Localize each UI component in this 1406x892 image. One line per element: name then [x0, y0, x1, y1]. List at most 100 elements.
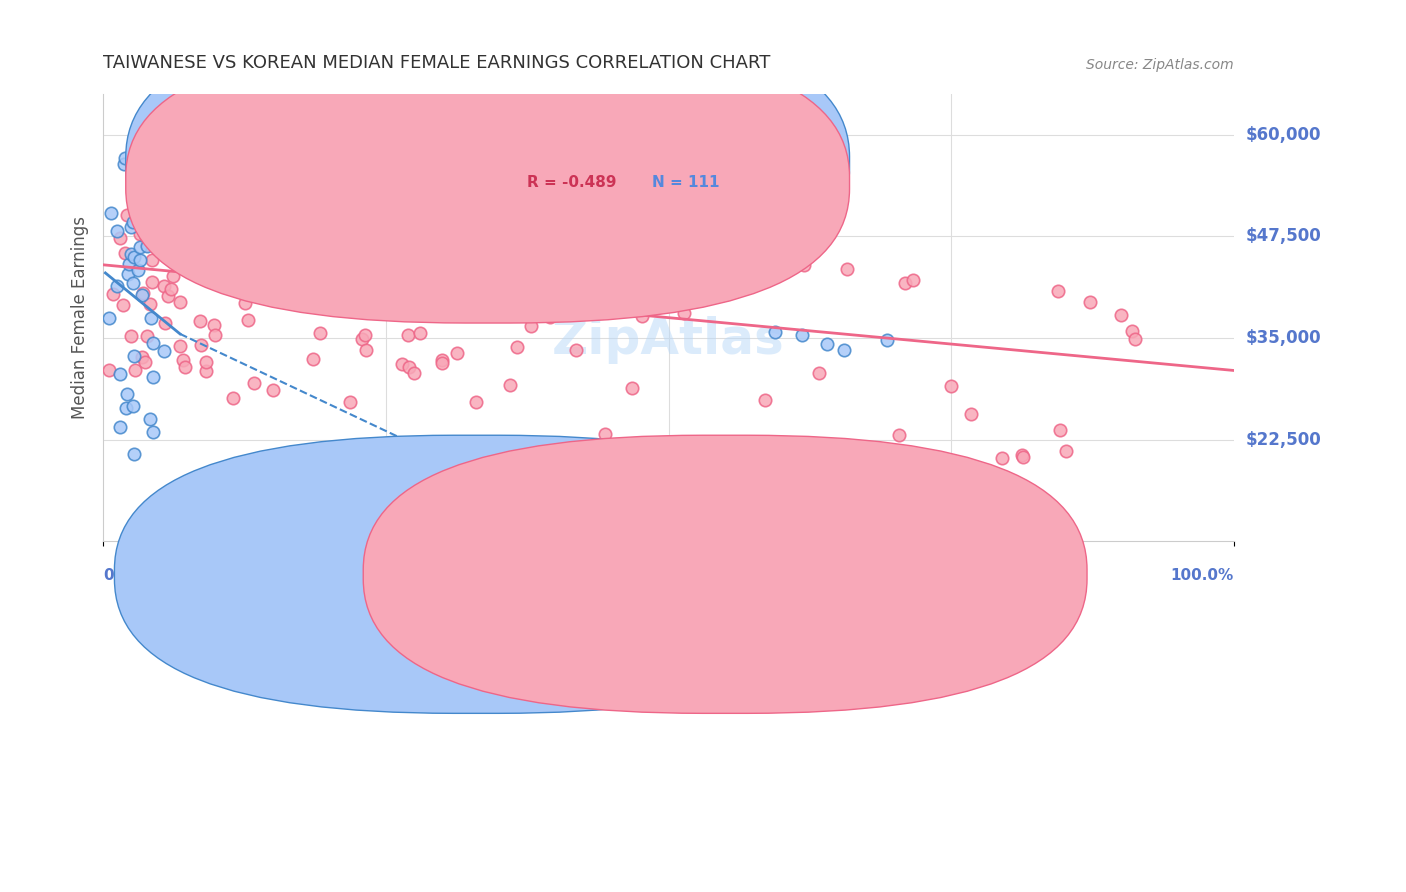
Point: [129, 252, 152, 267]
Point: [430, 356, 453, 370]
Point: [188, 314, 211, 328]
Text: 0.0%: 0.0%: [103, 568, 145, 583]
Point: [169, 339, 191, 353]
Point: [135, 329, 157, 343]
Point: [262, 384, 284, 398]
Point: [991, 451, 1014, 466]
Point: [153, 211, 176, 226]
Point: [402, 366, 425, 380]
Point: [391, 357, 413, 371]
Point: [159, 244, 181, 258]
Point: [98, 363, 121, 377]
Point: [441, 277, 464, 292]
Point: [464, 395, 486, 409]
Point: [120, 247, 142, 261]
Point: [115, 401, 138, 415]
Point: [204, 328, 226, 343]
Point: [398, 360, 420, 375]
Point: [98, 310, 121, 325]
Point: [150, 165, 173, 179]
Point: [115, 208, 138, 222]
Point: [124, 363, 146, 377]
Point: [302, 351, 325, 366]
Point: [339, 395, 361, 409]
Point: [835, 261, 858, 276]
Point: [190, 338, 212, 352]
Point: [142, 335, 165, 350]
Point: [538, 310, 561, 324]
Text: N = 111: N = 111: [651, 175, 718, 190]
Point: [305, 262, 328, 277]
Text: 100.0%: 100.0%: [1171, 568, 1234, 583]
Point: [1047, 284, 1070, 298]
Point: [131, 288, 153, 302]
Point: [187, 207, 209, 221]
Point: [153, 344, 176, 359]
Point: [1049, 423, 1071, 437]
Point: [141, 253, 163, 268]
Point: [180, 234, 202, 248]
Point: [489, 302, 512, 317]
Point: [520, 319, 543, 334]
Point: [453, 305, 475, 319]
Point: [430, 352, 453, 367]
Point: [153, 278, 176, 293]
Text: $60,000: $60,000: [1246, 126, 1320, 144]
Point: [112, 157, 135, 171]
Text: Source: ZipAtlas.com: Source: ZipAtlas.com: [1087, 58, 1234, 71]
Point: [139, 311, 162, 326]
Point: [815, 337, 838, 351]
Point: [118, 257, 141, 271]
Point: [141, 275, 163, 289]
Point: [1078, 295, 1101, 310]
Point: [105, 224, 128, 238]
Point: [125, 170, 148, 185]
Point: [595, 276, 617, 290]
Point: [136, 222, 159, 236]
Point: [808, 366, 831, 380]
Text: TAIWANESE VS KOREAN MEDIAN FEMALE EARNINGS CORRELATION CHART: TAIWANESE VS KOREAN MEDIAN FEMALE EARNIN…: [103, 54, 770, 71]
Point: [274, 246, 297, 260]
Point: [105, 278, 128, 293]
Point: [134, 192, 156, 206]
Point: [132, 194, 155, 209]
Point: [499, 377, 522, 392]
Point: [887, 427, 910, 442]
Point: [620, 380, 643, 394]
Point: [115, 386, 138, 401]
Point: [409, 326, 432, 340]
Point: [354, 328, 377, 343]
Point: [222, 392, 245, 406]
Text: ZipAtlas: ZipAtlas: [553, 316, 785, 364]
Point: [195, 354, 218, 368]
Point: [129, 239, 152, 253]
Point: [204, 318, 226, 332]
Point: [120, 329, 142, 343]
Point: [157, 220, 180, 235]
Point: [129, 227, 152, 242]
Point: [110, 368, 132, 382]
Point: [960, 407, 983, 421]
Point: [593, 427, 616, 442]
Point: [672, 306, 695, 320]
Point: [792, 328, 814, 343]
Point: [232, 216, 254, 230]
Text: Taiwanese: Taiwanese: [494, 568, 572, 583]
Point: [122, 250, 145, 264]
Point: [114, 246, 136, 260]
Point: [1012, 450, 1035, 464]
Point: [564, 343, 586, 358]
Point: [194, 364, 217, 378]
Point: [135, 239, 157, 253]
Text: R = -0.489: R = -0.489: [527, 175, 617, 190]
Point: [117, 267, 139, 281]
Point: [907, 450, 929, 464]
Point: [173, 359, 195, 374]
Point: [876, 333, 898, 347]
Point: [153, 316, 176, 330]
Point: [763, 326, 786, 340]
Point: [832, 343, 855, 357]
Text: N = 43: N = 43: [651, 155, 709, 170]
Text: Koreans: Koreans: [751, 568, 813, 583]
FancyBboxPatch shape: [125, 42, 849, 323]
